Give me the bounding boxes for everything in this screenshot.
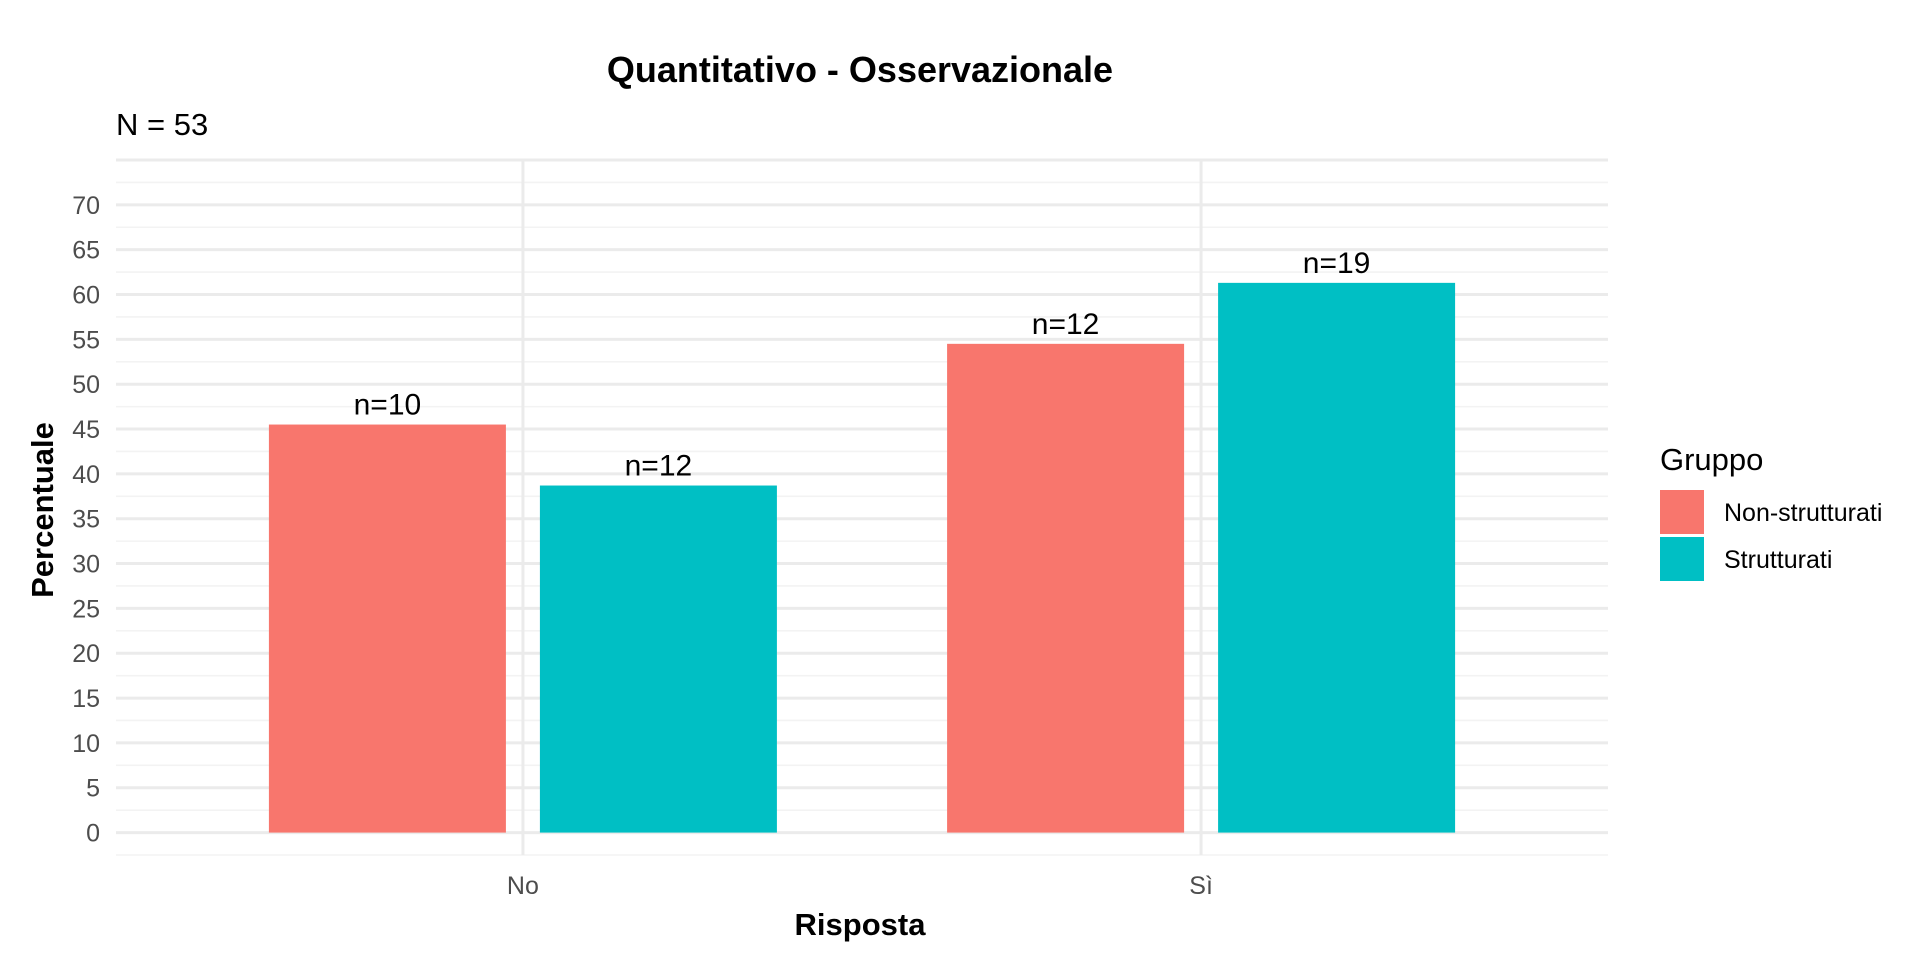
bars <box>268 282 1456 833</box>
y-tick-label: 30 <box>72 551 100 579</box>
x-axis: No Sì <box>507 872 1213 900</box>
x-tick-label: No <box>507 872 539 900</box>
chart-title: Quantitativo - Osservazionale <box>607 49 1113 90</box>
y-tick-label: 55 <box>72 326 100 354</box>
y-axis: 0 5 10 15 20 25 30 35 40 45 50 55 60 65 70 <box>72 192 100 848</box>
legend-label: Non-strutturati <box>1724 499 1882 527</box>
y-tick-label: 0 <box>86 820 100 848</box>
y-tick-label: 45 <box>72 416 100 444</box>
x-tick-label: Sì <box>1189 872 1213 900</box>
bar-labels: n=10 n=12 n=12 n=19 <box>354 247 1371 483</box>
bar-data-label: n=19 <box>1303 247 1371 280</box>
chart-subtitle: N = 53 <box>116 107 208 142</box>
bar-non-strutturati-s- <box>947 343 1185 833</box>
y-tick-label: 25 <box>72 595 100 623</box>
bar-non-strutturati-no <box>268 424 506 833</box>
legend-title: Gruppo <box>1660 442 1763 477</box>
y-tick-label: 40 <box>72 461 100 489</box>
legend-items: Non-strutturati Strutturati <box>1660 490 1882 581</box>
legend: Gruppo Non-strutturati Strutturati <box>1660 442 1882 581</box>
bar-data-label: n=12 <box>625 450 693 483</box>
legend-label: Strutturati <box>1724 546 1832 574</box>
bar-strutturati-s- <box>1218 282 1456 833</box>
y-axis-title: Percentuale <box>25 422 60 598</box>
y-tick-label: 15 <box>72 685 100 713</box>
y-tick-label: 35 <box>72 506 100 534</box>
y-tick-label: 70 <box>72 192 100 220</box>
y-tick-label: 65 <box>72 237 100 265</box>
bar-data-label: n=10 <box>354 389 422 422</box>
x-axis-title: Risposta <box>795 907 927 942</box>
legend-swatch <box>1660 490 1704 534</box>
y-tick-label: 10 <box>72 730 100 758</box>
y-tick-label: 60 <box>72 282 100 310</box>
bar-data-label: n=12 <box>1032 308 1100 341</box>
bar-strutturati-no <box>539 485 777 833</box>
y-tick-label: 5 <box>86 775 100 803</box>
y-tick-label: 20 <box>72 640 100 668</box>
y-tick-label: 50 <box>72 371 100 399</box>
legend-swatch <box>1660 537 1704 581</box>
